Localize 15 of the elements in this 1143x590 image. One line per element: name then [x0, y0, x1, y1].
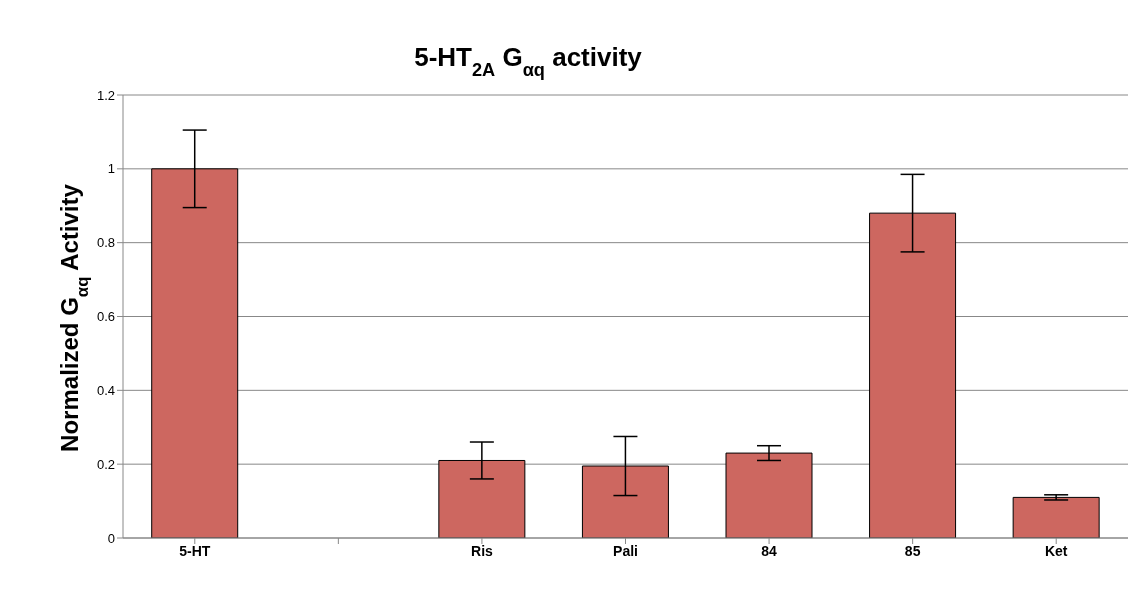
y-tick-label: 0.4: [96, 382, 115, 398]
chart-title: 5-HT$_{2A}$ G$_{αq}$ activity: [414, 42, 643, 80]
y-tick-label: 0.6: [96, 309, 115, 325]
x-tick-label: Ris: [471, 542, 494, 559]
x-tick-label: 84: [761, 542, 778, 559]
x-tick-label: 5-HT: [179, 542, 211, 559]
y-tick-label: 0: [107, 530, 115, 546]
y-tick-label: 0.2: [96, 456, 115, 472]
y-tick-label: 0.8: [96, 235, 115, 251]
x-tick-label: Ket: [1044, 542, 1068, 559]
y-tick-label: 1.2: [96, 87, 115, 103]
y-tick-label: 1: [107, 161, 115, 177]
x-tick-label: 85: [904, 542, 921, 559]
bar: [1012, 496, 1100, 538]
x-tick-label: Pali: [613, 542, 638, 559]
